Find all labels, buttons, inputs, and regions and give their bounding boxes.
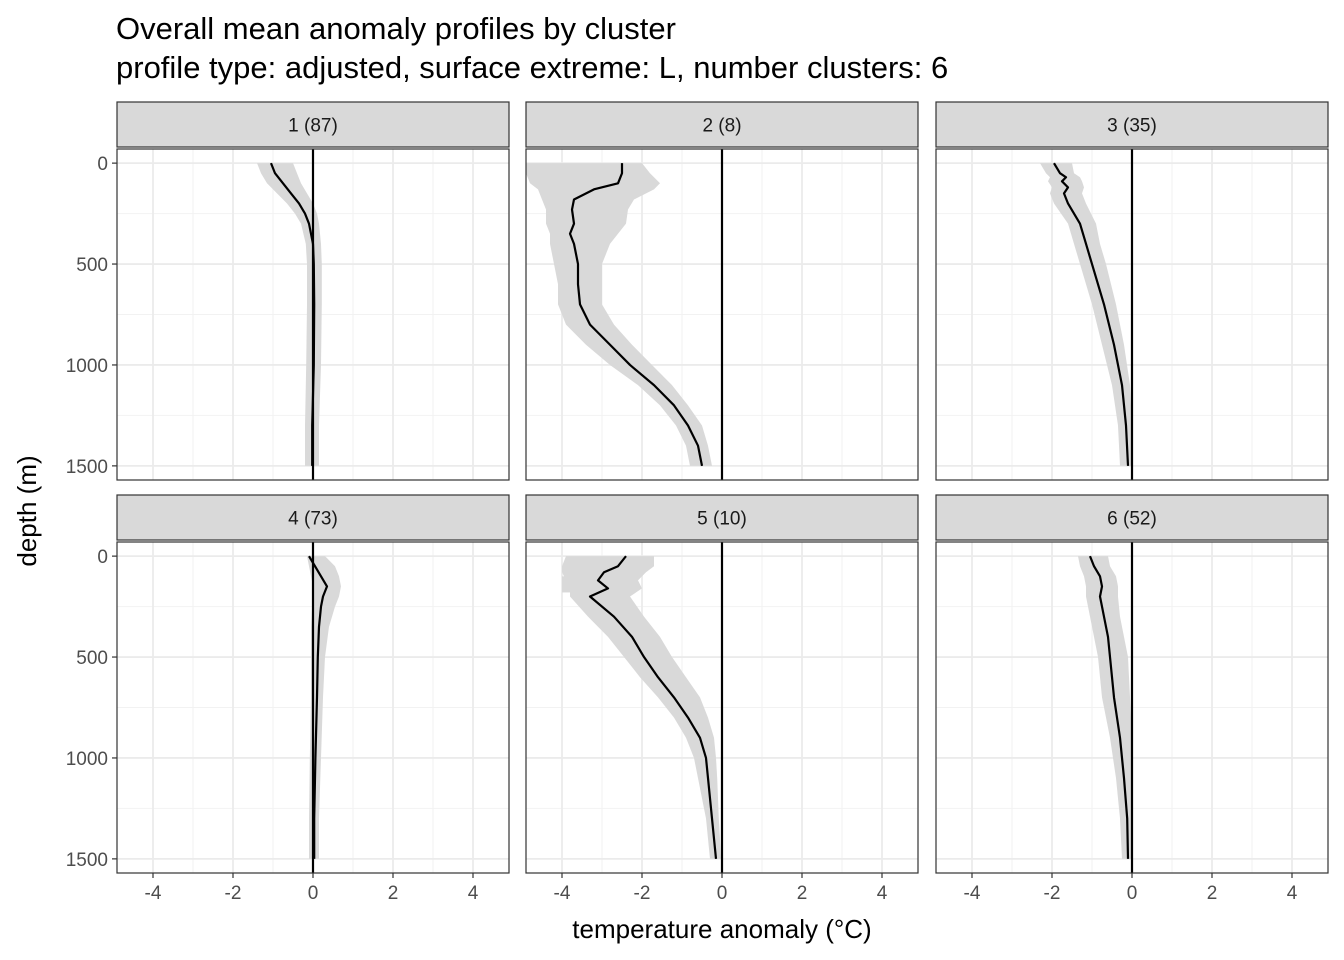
y-tick-label: 1000 [66,749,108,770]
x-tick-label: -4 [554,883,571,904]
panel-strip [525,494,919,541]
mean-profile-line [269,162,316,466]
y-tick-label: 0 [97,547,108,568]
y-tick-label: 500 [76,648,108,669]
y-tick-label: 1000 [66,356,108,377]
mean-profile-line [588,555,718,859]
confidence-ribbon-extra [562,576,594,593]
panel-strip-label: 3 (35) [1107,116,1157,137]
panel-1: 1 (87) 0 500 1000 1500 [66,101,510,481]
panel-strip-label: 1 (87) [288,116,338,137]
x-tick-label: -2 [225,883,242,904]
x-tick-label: -4 [964,883,981,904]
panel-4: 4 (73) 0 500 1000 1500 -4 -2 0 2 4 [66,494,510,904]
panel-strip-label: 4 (73) [288,509,338,530]
panel-5: 5 (10) -4 -2 0 2 4 [525,494,919,904]
x-axis-title: temperature anomaly (°C) [572,914,871,944]
mean-profile-line [1053,162,1130,466]
mean-profile-line [1088,555,1130,859]
y-axis-title: depth (m) [12,455,42,566]
panel-3: 3 (35) [935,101,1329,481]
panel-strip [116,101,510,148]
x-tick-label: 2 [388,883,399,904]
confidence-ribbon [1040,163,1132,466]
panel-strip-label: 5 (10) [697,509,747,530]
panel-border [525,148,919,481]
y-tick-label: 1500 [66,457,108,478]
panel-6: 6 (52) -4 -2 0 2 4 [935,494,1329,904]
x-tick-label: 4 [468,883,479,904]
x-tick-label: 4 [877,883,888,904]
x-tick-label: -2 [1044,883,1061,904]
mean-profile-line [568,163,704,467]
x-tick-label: 4 [1287,883,1298,904]
x-tick-label: 0 [1127,883,1138,904]
panel-2: 2 (8) [525,101,919,481]
panel-strip [116,494,510,541]
chart-title: Overall mean anomaly profiles by cluster [116,11,676,46]
panel-strip [935,494,1329,541]
x-tick-label: 0 [308,883,319,904]
y-tick-label: 1500 [66,850,108,871]
panel-border [935,148,1329,481]
confidence-ribbon [257,163,322,466]
panel-strip-label: 2 (8) [702,116,741,137]
x-tick-label: 2 [797,883,808,904]
panel-strip-label: 6 (52) [1107,509,1157,530]
y-tick-label: 500 [76,255,108,276]
panel-border [116,148,510,481]
confidence-ribbon [1078,556,1132,859]
panel-strip [935,101,1329,148]
x-tick-label: 0 [717,883,728,904]
y-tick-label: 0 [97,154,108,175]
x-tick-label: -2 [634,883,651,904]
chart-subtitle: profile type: adjusted, surface extreme:… [116,50,948,85]
x-tick-label: -4 [145,883,162,904]
mean-profile-line [308,555,329,859]
panel-strip [525,101,919,148]
x-tick-label: 2 [1207,883,1218,904]
